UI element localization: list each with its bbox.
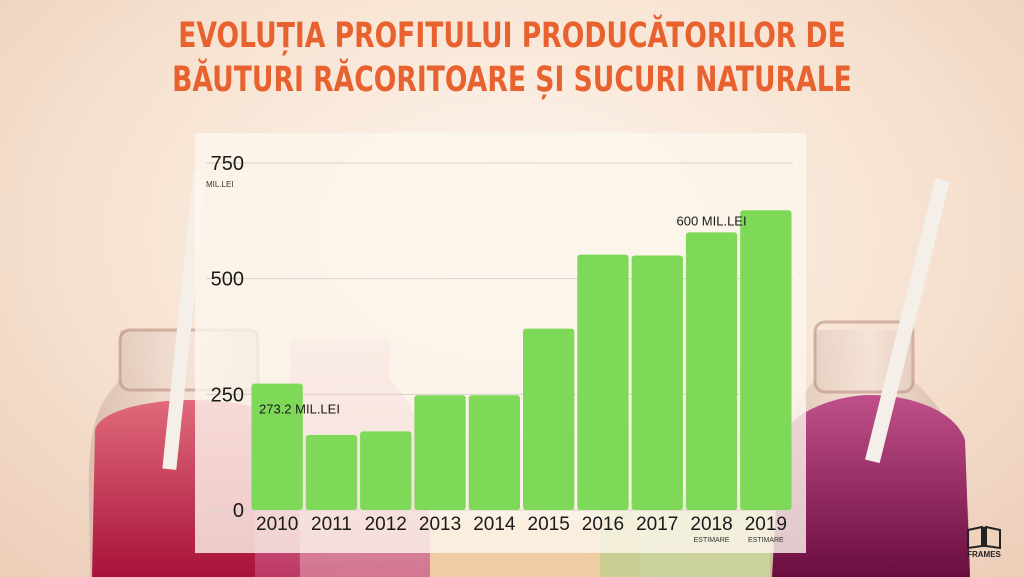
- logo-text: FRAMES: [967, 550, 1001, 559]
- y-tick-label: 250: [211, 384, 244, 406]
- bar: [360, 431, 412, 510]
- y-tick-label: 750: [211, 153, 244, 175]
- x-tick-labels: 2010 2011 2012 2013 2014 2015 2016 2017 2018 2019: [256, 514, 787, 535]
- y-tick-label: 0: [233, 500, 244, 522]
- bar: [305, 435, 358, 510]
- bar: [523, 328, 575, 510]
- x-tick-label: 2017: [636, 514, 678, 535]
- bar: [251, 383, 303, 510]
- y-unit-label: MIL.LEI: [206, 180, 234, 189]
- annotations: 273.2 MIL.LEI 600 MIL.LEI: [259, 213, 747, 416]
- x-tick-label: 2013: [419, 514, 461, 535]
- x-tick-label: 2012: [365, 514, 407, 535]
- x-tick-label: 2010: [256, 514, 298, 535]
- frames-logo: FRAMES: [962, 522, 1006, 562]
- data-label: 273.2 MIL.LEI: [259, 402, 340, 417]
- x-tick-label: 2014: [473, 514, 516, 535]
- bar: [631, 255, 683, 510]
- x-tick-note: ESTIMARE: [748, 537, 784, 544]
- x-tick-note: ESTIMARE: [694, 537, 730, 544]
- chart-title: EVOLUȚIA PROFITULUI PRODUCĂTORILOR DE BĂ…: [123, 14, 901, 102]
- bar: [414, 395, 466, 510]
- x-tick-label: 2011: [311, 514, 352, 535]
- title-line-2: BĂUTURI RĂCORITOARE ȘI SUCURI NATURALE: [172, 60, 852, 100]
- bars: [251, 210, 792, 510]
- x-tick-label: 2015: [528, 514, 570, 535]
- title-line-1: EVOLUȚIA PROFITULUI PRODUCĂTORILOR DE: [178, 16, 846, 56]
- book-icon: [967, 525, 1001, 550]
- x-tick-label: 2019: [745, 514, 787, 535]
- y-tick-labels: 0 250 500 750: [211, 153, 244, 522]
- y-tick-label: 500: [211, 269, 244, 291]
- data-label: 600 MIL.LEI: [676, 213, 746, 228]
- bar: [740, 210, 792, 510]
- x-tick-label: 2018: [690, 514, 732, 535]
- x-tick-label: 2016: [582, 514, 624, 535]
- bar: [577, 254, 629, 510]
- bar: [685, 232, 738, 510]
- bar: [468, 395, 520, 510]
- x-tick-notes: ESTIMARE ESTIMARE: [694, 537, 784, 544]
